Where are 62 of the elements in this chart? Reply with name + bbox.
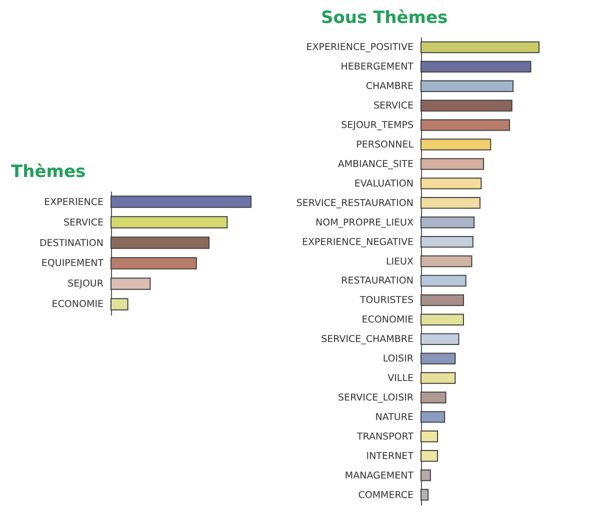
- y-tick-label: TOURISTES: [358, 295, 414, 306]
- y-tick-label: EXPERIENCE: [44, 196, 104, 208]
- bar: [420, 392, 446, 404]
- bar: [420, 119, 510, 131]
- bar: [420, 411, 446, 423]
- y-tick-label: EXPERIENCE_NEGATIVE: [302, 236, 414, 248]
- y-tick-label: SERVICE_CHAMBRE: [321, 334, 414, 346]
- y-tick-label: RESTAURATION: [341, 276, 414, 287]
- bar: [420, 314, 464, 326]
- bar: [420, 430, 438, 442]
- bar: [110, 298, 128, 310]
- bar: [420, 100, 512, 112]
- y-tick-label: ECONOMIE: [52, 299, 104, 310]
- bar: [420, 352, 456, 364]
- bar: [420, 41, 540, 54]
- bar: [420, 138, 492, 150]
- y-tick-label: CHAMBRE: [366, 81, 414, 92]
- bar: [420, 216, 475, 228]
- bar: [420, 158, 484, 170]
- bar: [420, 333, 460, 345]
- bar: [110, 196, 252, 208]
- y-tick-label: LIEUX: [386, 256, 414, 268]
- bar: [110, 278, 151, 290]
- bar: [110, 257, 197, 270]
- y-tick-label: ECONOMIE: [362, 314, 414, 326]
- y-tick-label: DESTINATION: [39, 238, 104, 249]
- bar: [420, 469, 431, 482]
- y-tick-label: MANAGEMENT: [344, 470, 414, 482]
- bar: [110, 236, 210, 249]
- bar: [420, 274, 466, 287]
- y-tick-label: AMBIANCE_SITE: [338, 158, 414, 170]
- y-tick-label: INTERNET: [366, 450, 414, 462]
- y-tick-label: EQUIPEMENT: [41, 258, 104, 270]
- bar: [420, 294, 464, 306]
- bar: [110, 216, 228, 228]
- y-tick-label: EXPERIENCE_POSITIVE: [306, 42, 414, 54]
- bar: [420, 197, 480, 209]
- y-tick-label: SEJOUR_TEMPS: [341, 120, 414, 132]
- y-tick-label: SERVICE: [63, 217, 104, 228]
- y-tick-label: SERVICE: [373, 100, 414, 112]
- y-tick-label: NATURE: [375, 412, 414, 423]
- y-tick-label: SERVICE_LOISIR: [338, 392, 414, 404]
- bar: [420, 236, 474, 248]
- chart-title: Thèmes: [11, 162, 86, 182]
- bar: [420, 178, 482, 190]
- y-tick-label: LOISIR: [382, 354, 414, 365]
- y-tick-label: HEBERGEMENT: [340, 62, 414, 73]
- y-tick-label: EVALUATION: [354, 178, 414, 190]
- chart-title: Sous Thèmes: [321, 8, 448, 28]
- y-tick-label: NOM_PROPRE_LIEUX: [316, 217, 414, 228]
- y-tick-label: COMMERCE: [358, 490, 414, 501]
- bar: [420, 488, 429, 501]
- bar: [420, 80, 514, 92]
- y-tick-label: VILLE: [388, 373, 414, 384]
- bar: [420, 450, 438, 462]
- y-tick-label: PERSONNEL: [356, 140, 414, 151]
- y-tick-label: SERVICE_RESTAURATION: [296, 198, 414, 209]
- y-tick-label: TRANSPORT: [356, 431, 414, 442]
- bar: [420, 255, 472, 268]
- bar: [420, 372, 456, 384]
- bar: [420, 60, 532, 73]
- y-tick-label: SEJOUR: [68, 278, 104, 290]
